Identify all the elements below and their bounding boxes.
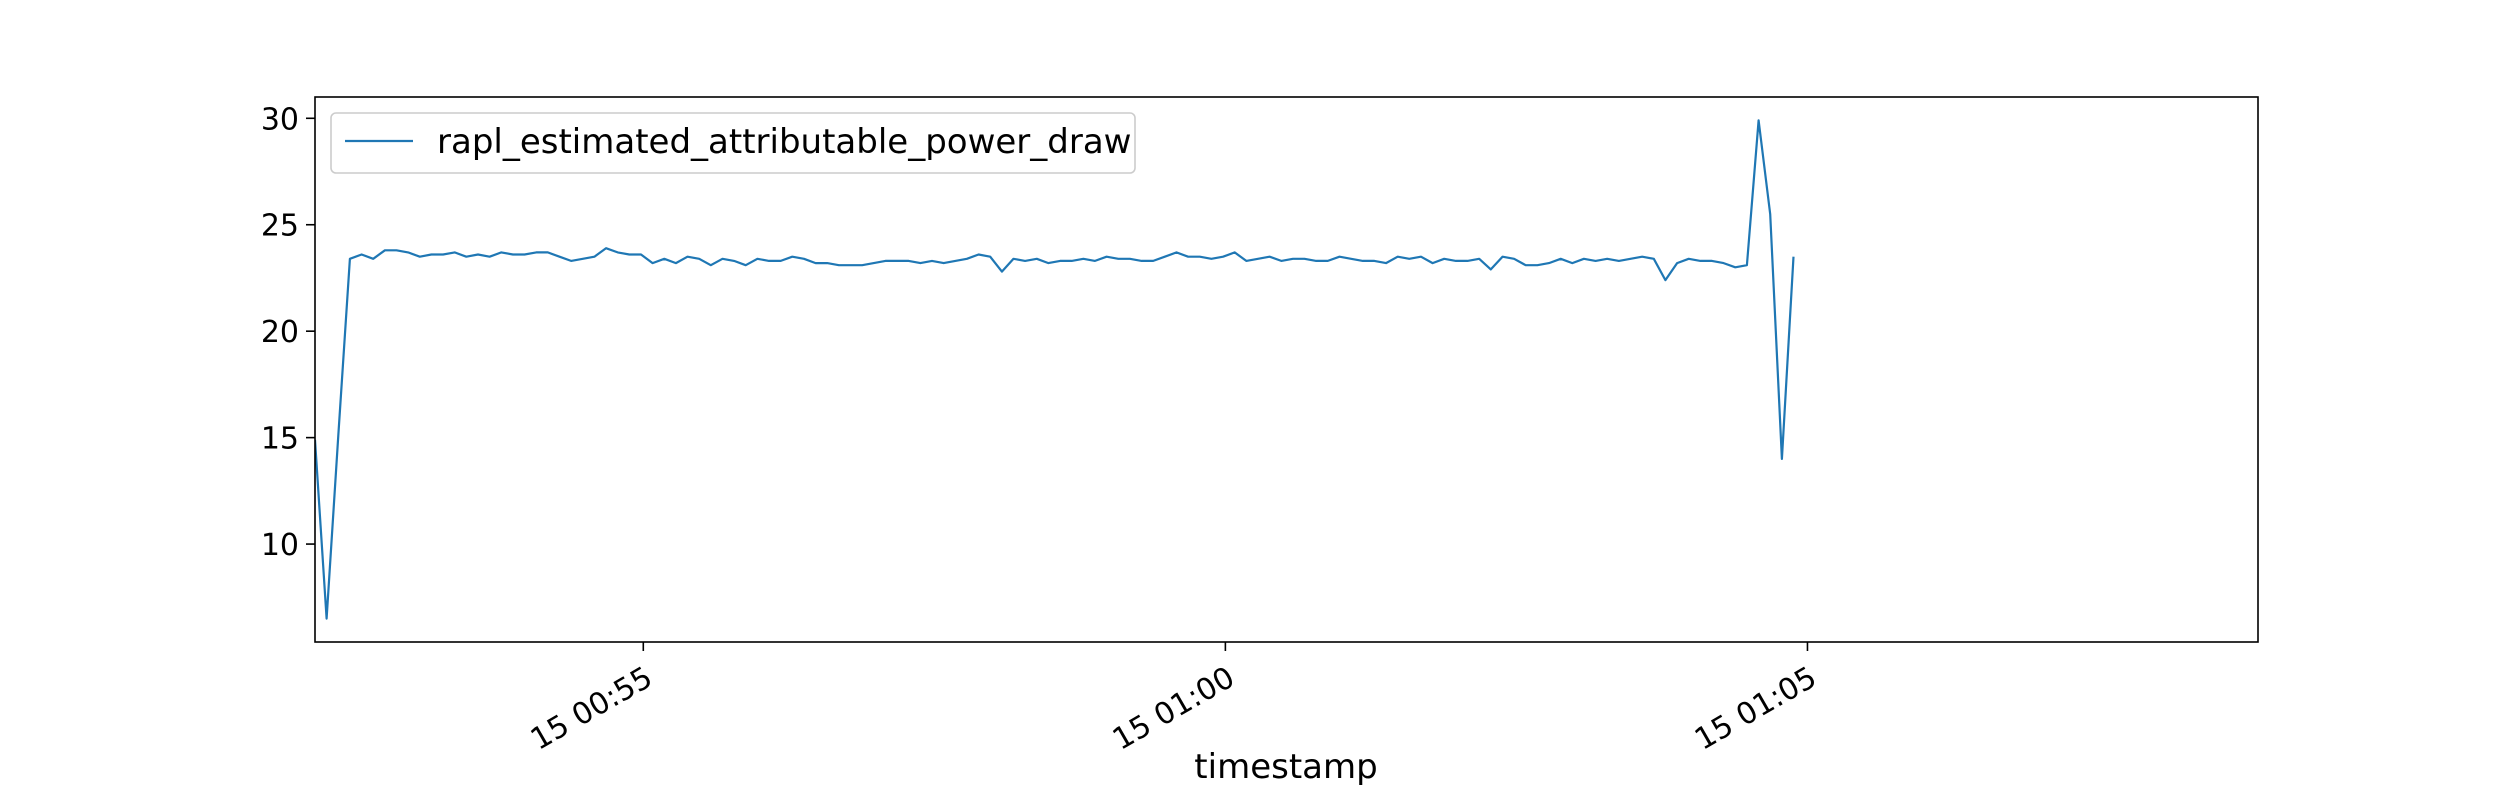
y-axis: 10 15 20 25 30 — [261, 102, 315, 563]
legend-frame — [330, 112, 1136, 174]
y-tick-label: 10 — [261, 528, 299, 563]
y-tick-label: 25 — [261, 209, 299, 244]
series-line-0 — [315, 119, 1795, 620]
y-tick-label: 30 — [261, 102, 299, 137]
legend: rapl_estimated_attributable_power_draw — [330, 112, 1136, 174]
plot-area — [315, 119, 1795, 620]
x-axis-label: timestamp — [1194, 747, 1377, 787]
axes-frame — [314, 96, 2259, 643]
y-tick-label: 15 — [261, 422, 299, 457]
series-layer — [315, 119, 1795, 620]
legend-label: rapl_estimated_attributable_power_draw — [437, 122, 1132, 162]
y-tick-label: 20 — [261, 315, 299, 350]
